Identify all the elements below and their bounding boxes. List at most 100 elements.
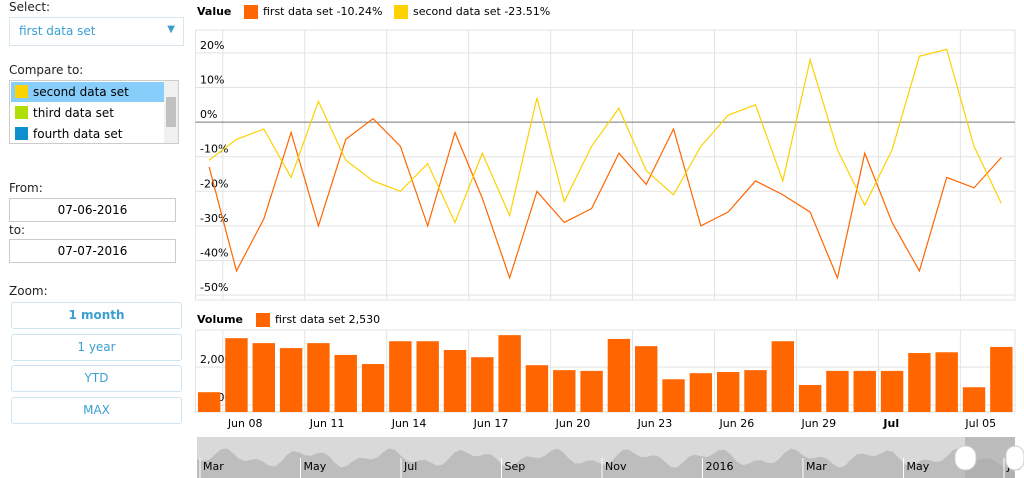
y-tick-label: 0% <box>200 108 217 121</box>
bar <box>334 354 357 412</box>
bar <box>635 346 658 412</box>
bar <box>935 352 958 412</box>
compare-item-label: fourth data set <box>33 127 123 141</box>
line <box>208 117 1002 280</box>
bar <box>771 341 795 412</box>
to-label: to: <box>9 223 26 237</box>
compare-item[interactable]: fourth data set <box>11 124 164 144</box>
bar <box>880 370 904 412</box>
bar <box>361 364 385 412</box>
navigator-handle[interactable] <box>1005 445 1024 471</box>
panel-frame <box>195 329 1016 413</box>
legend-name: first data set <box>275 313 346 326</box>
navigator-label: Mar <box>203 460 224 473</box>
y-tick-label: 1,000 <box>200 391 232 404</box>
legend-swatch <box>394 5 408 19</box>
bar <box>307 343 330 412</box>
legend-swatch <box>244 5 258 19</box>
y-tick-label: -20% <box>200 177 228 190</box>
compare-item-label: second data set <box>33 85 129 99</box>
select-label: Select: <box>9 0 51 14</box>
bar <box>662 379 685 412</box>
y-tick-label: -50% <box>200 281 228 294</box>
navigator-label: 2016 <box>706 460 734 473</box>
legend-label: first data set 2,530 <box>275 313 380 326</box>
navigator-label: Jul <box>403 460 417 473</box>
navigator-label: Sep <box>505 460 526 473</box>
dropdown-arrow: ▼ <box>167 24 175 35</box>
panel-title: Value <box>197 5 231 18</box>
compare-list: second data set third data set fourth data… <box>9 80 179 144</box>
zoom-button[interactable]: MAX <box>11 396 182 424</box>
bar <box>389 341 412 412</box>
x-tick-label: Jun 26 <box>719 417 755 430</box>
zoom-button[interactable]: 1 year <box>11 333 182 361</box>
to-input[interactable]: 07-07-2016 <box>9 239 176 263</box>
bar <box>252 343 275 412</box>
x-tick-label: Jun 11 <box>309 417 345 430</box>
x-tick-label: Jul 05 <box>964 417 996 430</box>
y-tick-label: -30% <box>200 212 228 225</box>
bar <box>197 392 221 412</box>
navigator-label: Nov <box>605 460 627 473</box>
navigator-label: May <box>907 460 930 473</box>
navigator <box>197 437 1015 478</box>
to-value: 07-07-2016 <box>57 244 128 258</box>
bar <box>744 370 767 412</box>
from-input[interactable]: 07-06-2016 <box>9 198 176 222</box>
scrollbar[interactable] <box>164 81 178 143</box>
legend-name: first data set <box>263 5 334 18</box>
compare-item[interactable]: second data set <box>11 82 164 102</box>
zoom-label: Zoom: <box>9 284 48 298</box>
x-tick-label: Jun 20 <box>555 417 591 430</box>
x-tick-label: Jun 08 <box>227 417 263 430</box>
bar <box>416 341 439 412</box>
navigator-area <box>197 448 1015 478</box>
compare-label: Compare to: <box>9 63 84 77</box>
bar <box>580 370 603 412</box>
x-tick-label: Jun 29 <box>800 417 836 430</box>
x-tick-label: Jun 23 <box>637 417 673 430</box>
from-label: From: <box>9 181 43 195</box>
y-tick-label: -40% <box>200 247 228 260</box>
legend-name: second data set <box>413 5 501 18</box>
bar <box>471 357 494 412</box>
bar <box>498 335 521 412</box>
y-tick-label: 2,000 <box>200 353 232 366</box>
bar <box>990 346 1013 412</box>
select-dropdown[interactable]: first data set ▼ <box>9 17 184 46</box>
compare-item[interactable]: third data set <box>11 103 164 123</box>
zoom-button[interactable]: YTD <box>11 365 182 392</box>
compare-swatch <box>15 106 28 119</box>
legend-label: second data set -23.51% <box>413 5 550 18</box>
bar <box>443 349 467 412</box>
y-tick-label: 10% <box>200 73 224 86</box>
legend-value: -10.24% <box>337 5 383 18</box>
navigator-handle[interactable] <box>954 445 977 471</box>
line <box>208 48 1002 224</box>
bar <box>798 384 822 412</box>
bar <box>553 370 576 412</box>
bar <box>716 372 740 412</box>
navigator-label: Mar <box>806 460 827 473</box>
bar <box>689 373 713 412</box>
zoom-button[interactable]: 1 month <box>11 302 182 329</box>
bar <box>853 370 876 412</box>
panel-title: Volume <box>197 313 243 326</box>
y-tick-label: 20% <box>200 39 224 52</box>
select-value: first data set <box>19 24 96 38</box>
navigator-label: May <box>304 460 327 473</box>
bar <box>607 338 631 412</box>
bar <box>279 348 303 412</box>
y-tick-label: -10% <box>200 143 228 156</box>
navigator-selection <box>965 437 1015 478</box>
x-tick-label: Jul <box>882 417 899 430</box>
from-value: 07-06-2016 <box>57 203 128 217</box>
compare-swatch <box>15 127 28 140</box>
panel-frame <box>195 29 1016 301</box>
navigator-label: Jul <box>1006 460 1020 473</box>
legend-swatch <box>256 313 270 327</box>
bar <box>908 353 931 412</box>
legend-value: 2,530 <box>349 313 381 326</box>
